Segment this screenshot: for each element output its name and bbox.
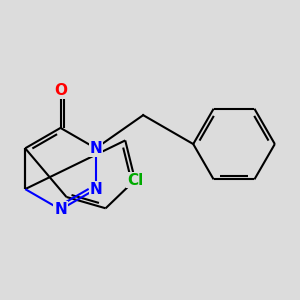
Text: N: N xyxy=(89,141,102,156)
Text: N: N xyxy=(54,202,67,217)
Text: O: O xyxy=(54,83,67,98)
Text: N: N xyxy=(89,182,102,196)
Text: Cl: Cl xyxy=(127,172,143,188)
